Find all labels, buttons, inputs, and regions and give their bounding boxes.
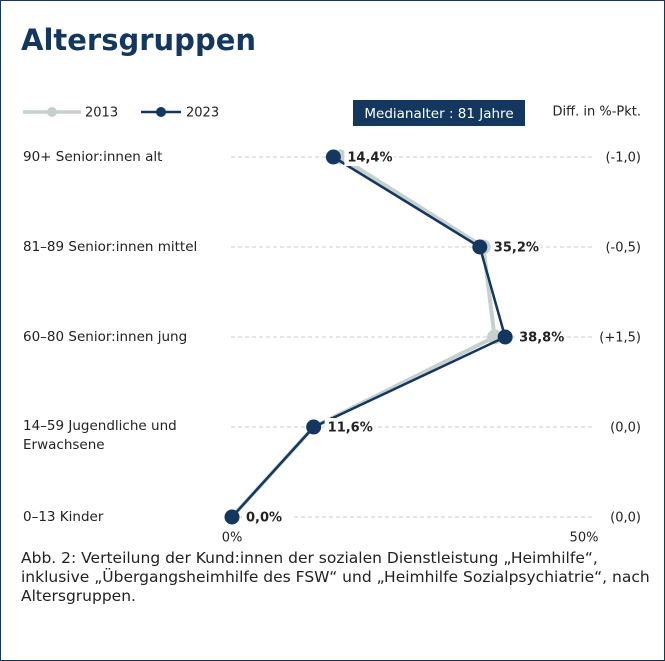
diff-label: (-1,0) <box>605 151 641 166</box>
value-label: 11,6% <box>328 421 373 436</box>
marker <box>306 419 322 435</box>
category-label: 90+ Senior:innen alt <box>23 148 163 165</box>
category-label: 81–89 Senior:innen mittel <box>23 238 198 255</box>
diff-label: (0,0) <box>610 421 641 436</box>
value-label: 38,8% <box>519 331 564 346</box>
diff-bg <box>593 237 645 257</box>
value-label-bg <box>324 418 375 436</box>
marker <box>224 509 240 525</box>
value-label: 14,4% <box>347 151 392 166</box>
value-label-bg <box>344 148 395 166</box>
diff-bg <box>593 147 645 167</box>
x-tick-label: 50% <box>570 531 599 546</box>
marker <box>497 329 513 345</box>
category-label: 0–13 Kinder <box>23 508 104 525</box>
annotation: Medianalter : 81 Jahre <box>364 106 513 122</box>
legend-marker <box>47 107 57 117</box>
diff-label: (0,0) <box>610 511 641 526</box>
marker <box>325 149 341 165</box>
legend-marker <box>156 107 166 117</box>
annotation-box <box>353 100 525 126</box>
legend-label: 2013 <box>85 106 118 121</box>
value-label-bg <box>490 238 541 256</box>
diff-bg <box>593 507 645 527</box>
diff-bg <box>593 417 645 437</box>
diff-label: (-0,5) <box>605 241 641 256</box>
category-label: 60–80 Senior:innen jung <box>23 328 188 345</box>
value-label: 0,0% <box>246 511 282 526</box>
category-label: 14–59 Jugendliche und Erwachsene <box>23 418 177 453</box>
value-label-bg <box>516 328 567 346</box>
chart-title: Altersgruppen <box>21 23 257 57</box>
diff-title: Diff. in %-Pkt. <box>553 105 641 120</box>
marker <box>472 239 488 255</box>
caption: Abb. 2: Verteilung der Kund:innen der so… <box>21 549 650 605</box>
legend-label: 2023 <box>186 106 219 121</box>
diff-label: (+1,5) <box>599 331 641 346</box>
diff-bg <box>593 327 645 347</box>
value-label-bg <box>243 508 293 526</box>
x-tick-label: 0% <box>222 531 243 546</box>
value-label: 35,2% <box>494 241 539 256</box>
